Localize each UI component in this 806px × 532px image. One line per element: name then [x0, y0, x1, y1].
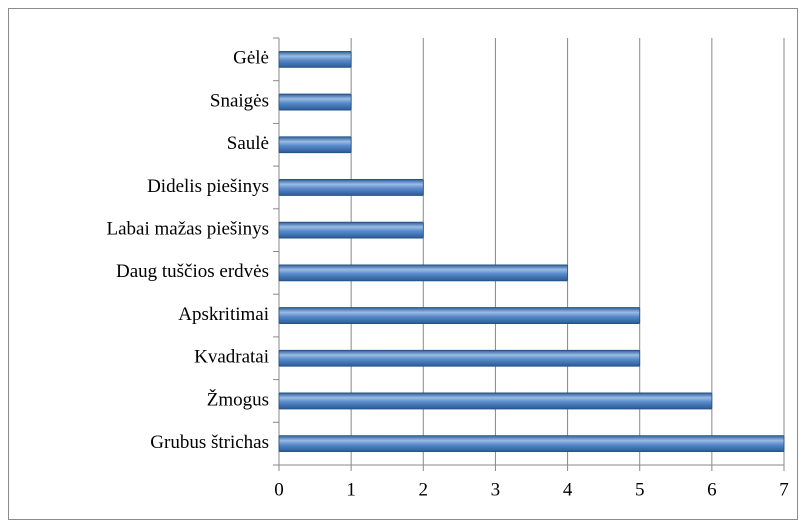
bar: [278, 221, 424, 239]
x-tick-label: 3: [491, 479, 501, 500]
chart-border: [8, 8, 798, 520]
bar: [278, 392, 713, 410]
x-tick-label: 6: [707, 479, 717, 500]
x-tick-label: 4: [563, 479, 573, 500]
x-tick-label: 5: [635, 479, 645, 500]
bar: [278, 50, 352, 68]
x-tick-label: 1: [346, 479, 356, 500]
y-tick-label: Kvadratai: [194, 347, 269, 368]
bar: [278, 136, 352, 154]
y-tick-label: Daug tuščios erdvės: [116, 261, 269, 282]
y-tick-label: Gėlė: [233, 48, 269, 69]
y-tick-label: Apskritimai: [178, 304, 269, 325]
bar: [278, 349, 641, 367]
y-tick-label: Grubus štrichas: [150, 432, 269, 453]
y-tick-label: Žmogus: [207, 388, 269, 410]
x-tick-label: 2: [419, 479, 429, 500]
x-tick-label: 0: [274, 479, 284, 500]
y-tick-label: Labai mažas piešinys: [106, 219, 269, 240]
bar: [278, 307, 641, 324]
y-tick-label: Saulė: [227, 133, 269, 154]
bar: [278, 179, 424, 196]
bar: [278, 93, 352, 111]
bar: [278, 264, 568, 282]
y-tick-label: Snaigės: [210, 90, 269, 111]
x-tick-label: 7: [779, 479, 789, 500]
y-tick-label: Didelis piešinys: [147, 176, 269, 197]
bar: [278, 435, 785, 453]
